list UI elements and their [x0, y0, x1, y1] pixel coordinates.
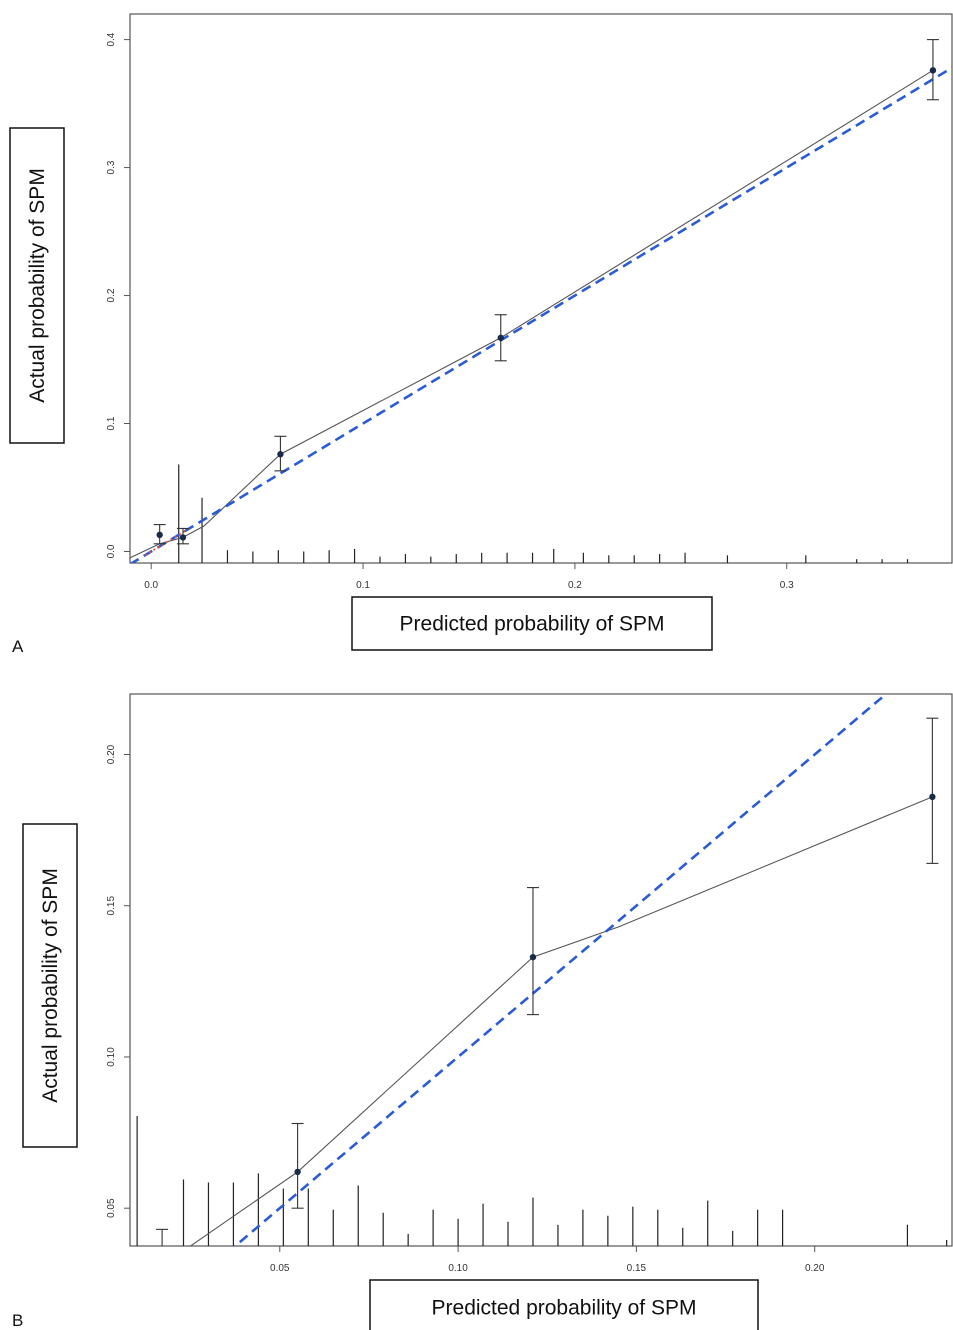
x-tick-label: 0.05 [270, 1263, 290, 1274]
x-tick-label: 0.15 [627, 1263, 647, 1274]
error-bar-group [526, 887, 539, 1016]
data-point [529, 953, 537, 961]
x-tick-label: 0.10 [448, 1263, 468, 1274]
y-axis-title-box [9, 127, 65, 444]
x-axis-title: Predicted probability of SPM [432, 1297, 697, 1320]
error-bar-group [926, 717, 939, 864]
plot-frame [129, 13, 953, 564]
y-tick-label: 0.1 [106, 416, 117, 430]
y-axis-title: Actual probability of SPM [26, 168, 49, 403]
plot-frame [129, 693, 953, 1247]
chart-panel-a: 0.0 0.1 0.2 0.3 0.0 0.1 0.2 0.3 0.4 Predicted pro… [9, 13, 953, 656]
y-axis-title: Actual probability of SPM [39, 868, 62, 1103]
data-point [294, 1168, 301, 1176]
y-tick-label: 0.20 [106, 744, 117, 764]
x-tick-label: 0.3 [780, 580, 794, 591]
calibration-curve [189, 796, 933, 1246]
x-tick-label: 0.0 [144, 580, 158, 591]
x-axis-title-box [369, 1279, 759, 1330]
ideal-reference-line [233, 694, 889, 1246]
data-point [929, 793, 936, 801]
x-tick-label: 0.1 [356, 580, 370, 591]
x-axis-title-box [351, 596, 713, 651]
error-bar-group [274, 435, 287, 472]
calibration-curve [130, 69, 934, 559]
data-point [497, 334, 504, 341]
error-bar-group [291, 1122, 304, 1209]
panel-label: B [12, 1311, 23, 1330]
data-point [179, 534, 187, 541]
error-bar-group [494, 314, 507, 362]
y-tick-label: 0.3 [106, 160, 117, 174]
data-point [159, 1262, 165, 1268]
data-point [277, 451, 284, 458]
data-point [929, 67, 937, 74]
plot-area [130, 39, 952, 563]
chart-panel-b: 0.05 0.10 0.15 0.20 0.05 0.10 0.15 0.20 Predicte… [12, 693, 953, 1330]
y-tick-label: 0.05 [106, 1198, 117, 1218]
ideal-reference-line [130, 66, 952, 563]
error-bar-group [926, 39, 939, 101]
y-tick-label: 0.15 [106, 896, 117, 916]
y-tick-label: 0.0 [106, 544, 117, 558]
error-bar-group [153, 524, 166, 545]
x-tick-label: 0.20 [805, 1263, 825, 1274]
x-axis-title: Predicted probability of SPM [400, 613, 665, 636]
error-bar-group [156, 1228, 169, 1268]
y-tick-label: 0.2 [106, 288, 117, 302]
plot-area [136, 694, 948, 1268]
y-tick-label: 0.4 [106, 32, 117, 46]
error-bar-group [176, 527, 189, 545]
y-axis-title-box [22, 823, 78, 1148]
data-point [156, 531, 163, 539]
panel-label: A [12, 637, 24, 656]
x-tick-label: 0.2 [568, 580, 582, 591]
y-tick-label: 0.10 [106, 1047, 117, 1067]
